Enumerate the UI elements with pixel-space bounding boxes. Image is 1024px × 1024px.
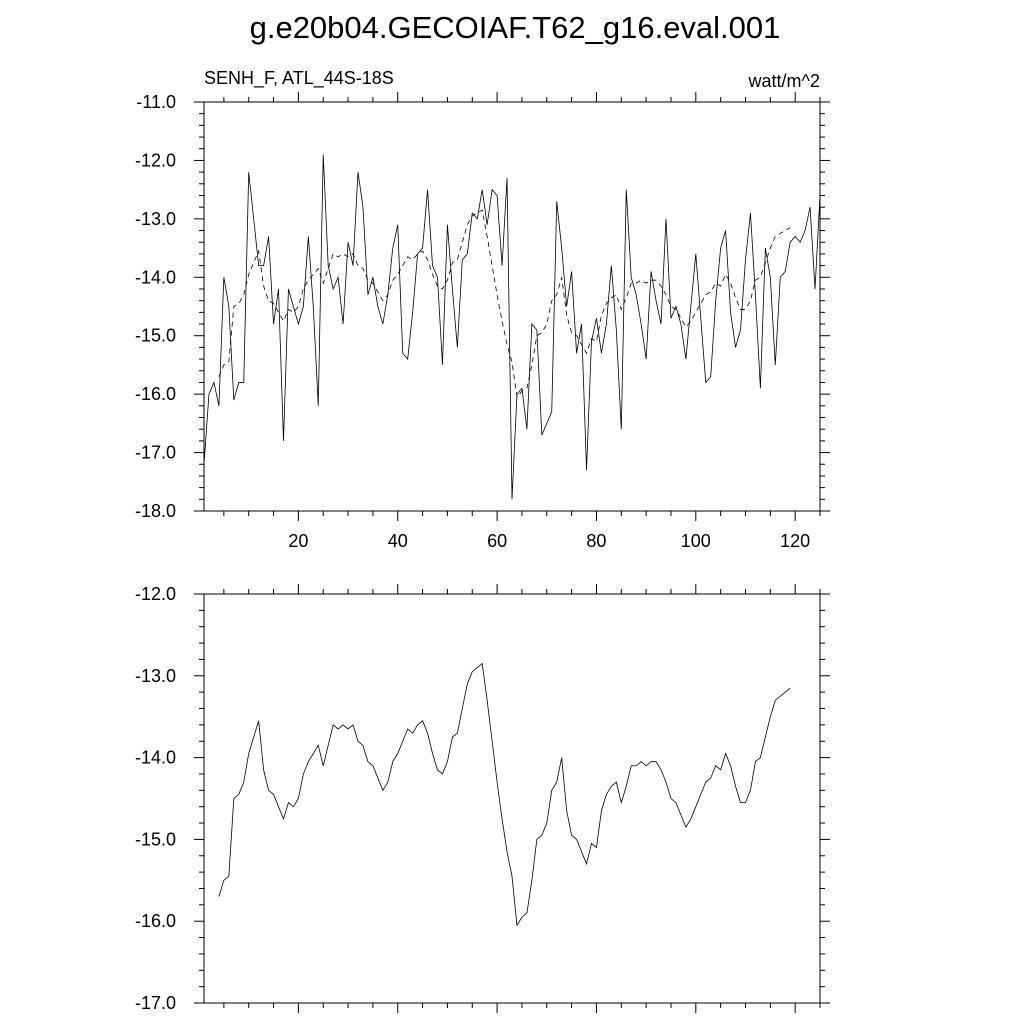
x-tick-label: 120 (780, 531, 810, 551)
x-tick-label: 20 (288, 531, 308, 551)
figure-title: g.e20b04.GECOIAF.T62_g16.eval.001 (250, 10, 781, 45)
series-line-smoothed (218, 209, 791, 398)
x-tick-label: 60 (487, 531, 507, 551)
y-tick-label: -15.0 (135, 326, 176, 346)
y-tick-label: -11.0 (136, 92, 176, 112)
units-label: watt/m^2 (748, 71, 820, 91)
x-tick-label: 80 (586, 531, 606, 551)
variable-region-label: SENH_F, ATL_44S-18S (204, 68, 394, 89)
y-tick-label: -17.0 (135, 993, 176, 1013)
x-tick-label: 40 (388, 531, 408, 551)
y-tick-label: -13.0 (135, 666, 176, 686)
plot-frame (203, 101, 821, 512)
y-tick-label: -15.0 (135, 829, 176, 849)
y-tick-label: -12.0 (135, 150, 176, 170)
series-line (203, 154, 821, 500)
y-tick-label: -13.0 (135, 209, 176, 229)
y-tick-label: -18.0 (135, 501, 176, 521)
y-tick-label: -17.0 (135, 443, 176, 463)
series-line (218, 662, 791, 927)
chart-panel-top: -18.0 -17.0 -16.0 -15.0 -14.0 -13.0 -12.0 -11.0… (135, 92, 830, 551)
y-tick-label: -14.0 (135, 267, 176, 287)
x-tick-label: 100 (681, 531, 711, 551)
y-tick-label: -16.0 (135, 911, 176, 931)
y-tick-label: -12.0 (135, 584, 176, 604)
plot-frame (203, 593, 821, 1004)
y-tick-label: -14.0 (135, 748, 176, 768)
chart-panel-bottom: -17.0 -16.0 -15.0 -14.0 -13.0 -12.0 (135, 584, 830, 1013)
y-tick-label: -16.0 (135, 384, 176, 404)
